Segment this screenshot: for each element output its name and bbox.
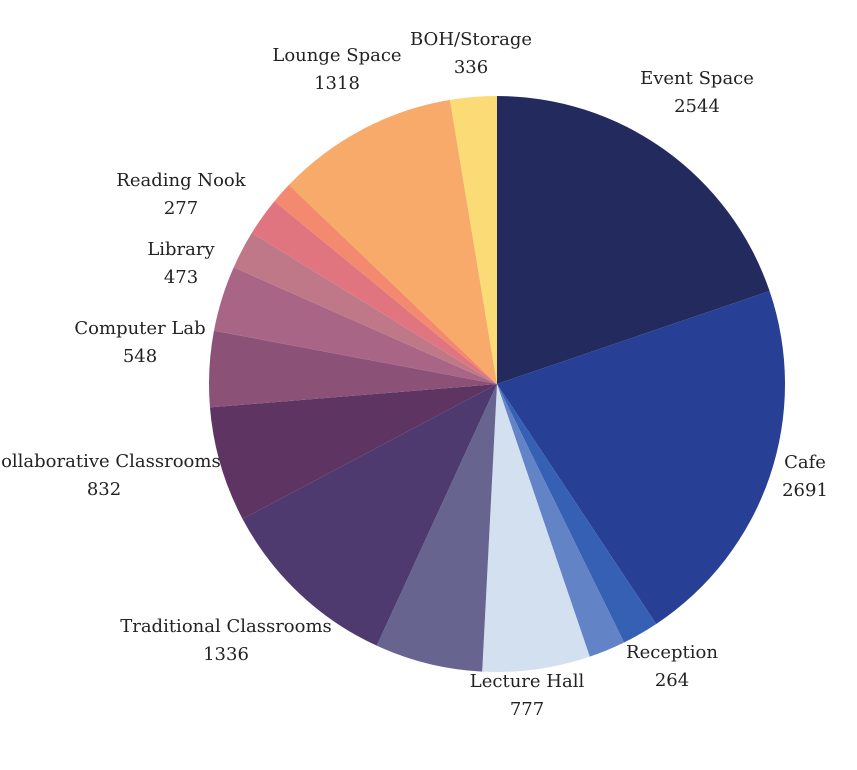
pie-slice-reception <box>497 384 657 643</box>
slice-value-event-space: 2544 <box>674 96 720 117</box>
pie-slice-lecture-hall <box>482 384 590 673</box>
pie-slice-cafe <box>497 291 786 625</box>
slice-label-collaborative-classrooms: Collaborative Classrooms <box>0 451 221 472</box>
pie-labels: Event Space 2544 Cafe 2691 Reception 264 Lectu… <box>0 29 828 720</box>
pie-slice-unlabeled-12 <box>274 184 497 384</box>
pie-slice-reading-nook <box>251 201 497 384</box>
slice-label-reading-nook: Reading Nook <box>116 170 246 191</box>
pie-slice-unlabeled-10 <box>233 232 497 384</box>
slice-value-boh-storage: 336 <box>454 57 488 78</box>
pie-slice-unlabeled-5 <box>376 384 497 672</box>
pie-slice-lounge-space <box>288 99 497 385</box>
slice-value-lounge-space: 1318 <box>314 73 360 94</box>
slice-label-traditional-classrooms: Traditional Classrooms <box>120 616 332 637</box>
slice-label-cafe: Cafe <box>784 452 826 473</box>
pie-slice-unlabeled-3 <box>497 384 625 657</box>
slice-value-reading-nook: 277 <box>164 198 198 219</box>
pie-slice-library <box>213 267 498 384</box>
slice-value-reception: 264 <box>655 670 689 691</box>
slice-value-collaborative-classrooms: 832 <box>87 479 121 500</box>
slice-value-library: 473 <box>164 267 198 288</box>
slice-value-lecture-hall: 777 <box>510 699 544 720</box>
pie-slice-boh-storage <box>449 96 497 384</box>
pie-slice-traditional-classrooms <box>242 384 497 646</box>
slice-value-traditional-classrooms: 1336 <box>203 644 249 665</box>
slice-label-computer-lab: Computer Lab <box>74 318 205 339</box>
pie-slices <box>208 96 786 673</box>
slice-value-computer-lab: 548 <box>123 346 157 367</box>
slice-value-cafe: 2691 <box>782 480 828 501</box>
slice-label-lounge-space: Lounge Space <box>272 45 401 66</box>
slice-label-library: Library <box>147 239 215 260</box>
slice-label-event-space: Event Space <box>640 68 754 89</box>
slice-label-reception: Reception <box>626 642 718 663</box>
slice-label-lecture-hall: Lecture Hall <box>470 671 585 692</box>
slice-label-boh-storage: BOH/Storage <box>410 29 532 50</box>
pie-slice-event-space <box>497 96 770 384</box>
pie-slice-computer-lab <box>208 330 497 408</box>
pie-slice-collaborative-classrooms <box>209 384 497 519</box>
